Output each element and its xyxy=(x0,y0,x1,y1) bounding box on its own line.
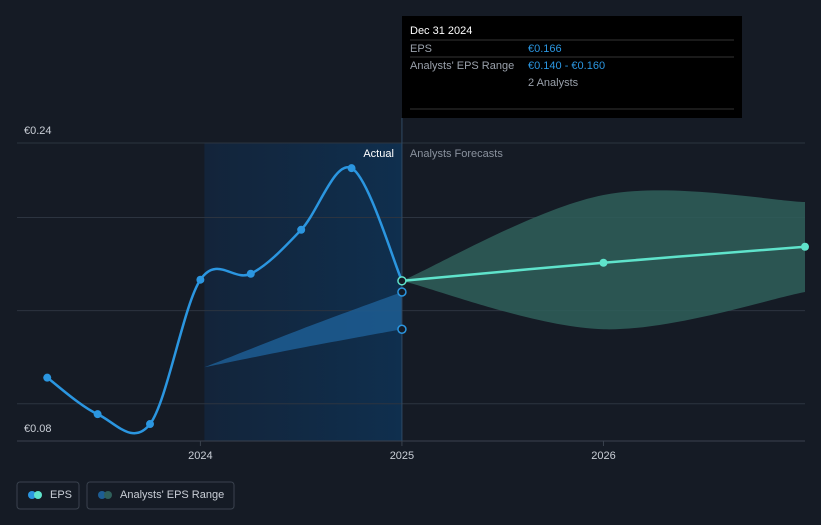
legend-swatch xyxy=(28,491,36,499)
eps-point xyxy=(43,373,52,382)
tooltip-box xyxy=(402,16,742,118)
eps-point xyxy=(146,420,155,429)
eps-point xyxy=(397,276,407,286)
x-tick-label: 2026 xyxy=(591,450,615,462)
legend-item[interactable]: EPS xyxy=(16,481,80,510)
legend-swatch xyxy=(98,491,106,499)
eps-point xyxy=(196,275,205,284)
eps-point xyxy=(297,225,306,234)
x-tick-label: 2025 xyxy=(390,450,414,462)
legend-swatch xyxy=(104,491,112,499)
tooltip: Dec 31 2024 EPS €0.166 Analysts' EPS Range €… xyxy=(402,16,742,118)
x-tick-label: 2024 xyxy=(188,450,212,462)
range-band xyxy=(204,292,402,368)
actual-region xyxy=(204,143,402,441)
range-point xyxy=(397,324,407,334)
tooltip-value: €0.140 - €0.160 xyxy=(528,60,605,72)
eps-point xyxy=(347,164,356,173)
legend-item[interactable]: Analysts' EPS Range xyxy=(86,481,235,510)
eps-point xyxy=(246,269,255,278)
legend-box[interactable] xyxy=(16,481,80,510)
legend-swatch xyxy=(34,491,42,499)
tooltip-label: Analysts' EPS Range xyxy=(410,60,514,72)
tooltip-label: EPS xyxy=(410,43,432,55)
legend-label: Analysts' EPS Range xyxy=(120,489,224,501)
y-tick-label: €0.24 xyxy=(24,125,52,137)
eps-point xyxy=(93,410,102,419)
tooltip-note: 2 Analysts xyxy=(528,77,579,89)
forecast-label: Analysts Forecasts xyxy=(410,148,503,160)
tooltip-date: Dec 31 2024 xyxy=(410,25,472,37)
range-point xyxy=(397,287,407,297)
legend-box[interactable] xyxy=(86,481,235,510)
eps-point xyxy=(801,242,809,251)
tooltip-value: €0.166 xyxy=(528,43,562,55)
y-tick-label: €0.08 xyxy=(24,423,52,435)
actual-label: Actual xyxy=(363,148,394,160)
eps-point xyxy=(599,258,608,267)
legend-label: EPS xyxy=(50,489,72,501)
